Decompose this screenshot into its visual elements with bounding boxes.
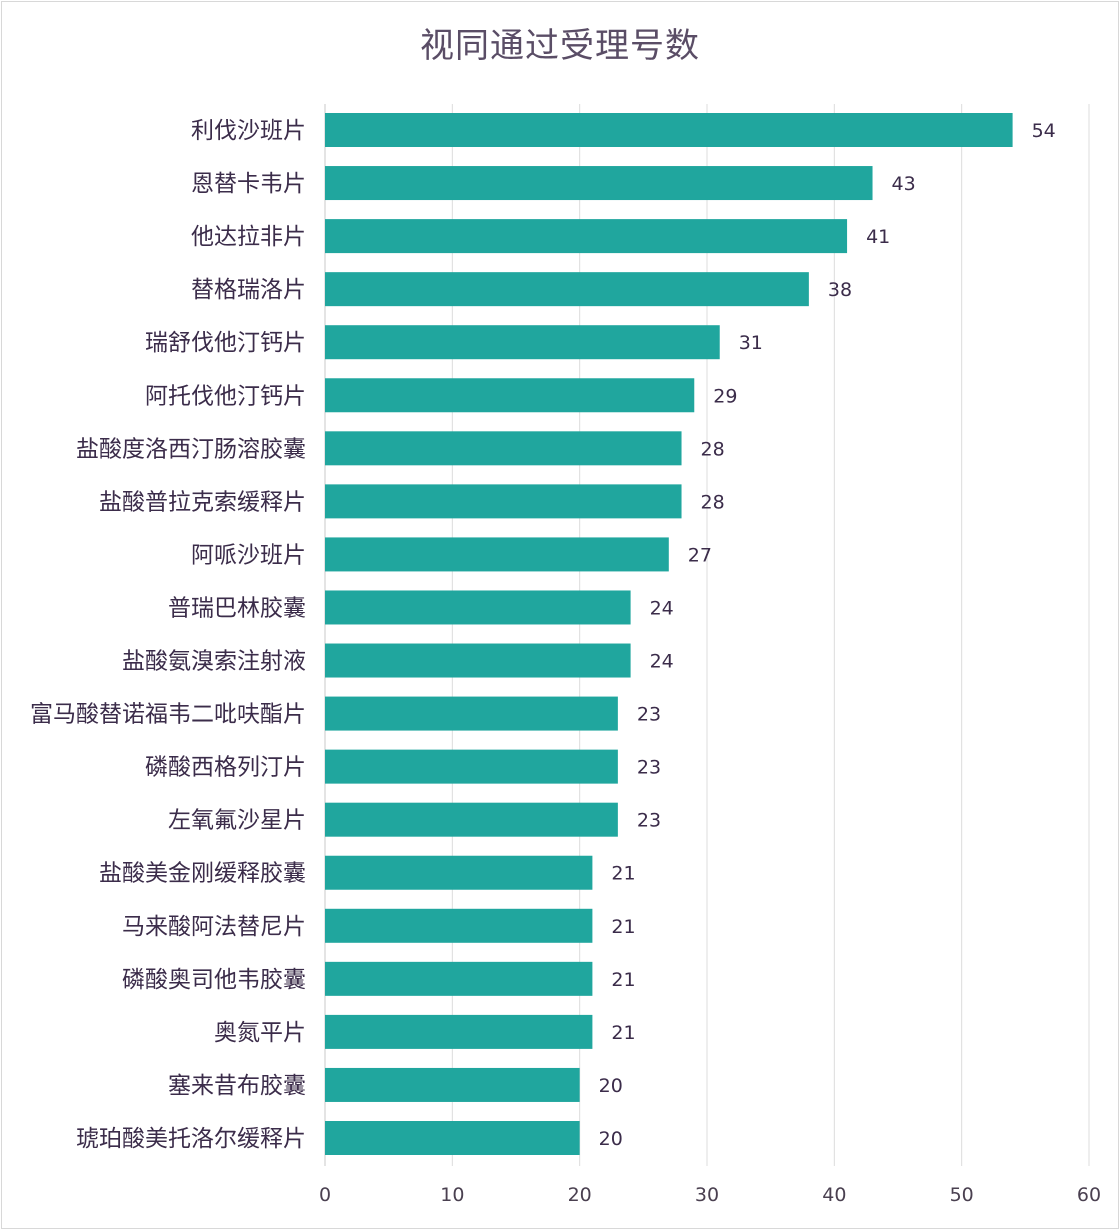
data-label: 41 (866, 226, 890, 248)
category-label: 他达拉非片 (191, 224, 306, 250)
data-label: 23 (637, 757, 661, 779)
bar (325, 802, 618, 837)
bar (325, 1014, 593, 1049)
data-label: 54 (1032, 120, 1056, 142)
data-label: 24 (650, 597, 674, 619)
bar (325, 431, 682, 466)
bar (325, 1121, 580, 1155)
bar (325, 113, 1013, 147)
category-label: 阿哌沙班片 (191, 542, 306, 568)
category-label: 盐酸氨溴索注射液 (122, 649, 306, 675)
data-label: 21 (611, 916, 635, 938)
data-label: 29 (713, 385, 737, 407)
data-label: 31 (739, 332, 763, 354)
category-label: 奥氮平片 (214, 1020, 306, 1046)
data-label: 43 (892, 173, 916, 195)
category-label: 普瑞巴林胶囊 (168, 595, 306, 621)
data-label: 23 (637, 810, 661, 832)
bar (325, 908, 593, 943)
bar (325, 378, 695, 413)
bar (325, 590, 631, 625)
category-label: 盐酸普拉克索缓释片 (99, 489, 306, 515)
category-label: 盐酸度洛西汀肠溶胶囊 (76, 436, 306, 462)
bar (325, 219, 848, 254)
data-label: 23 (637, 704, 661, 726)
x-tick-label: 60 (1077, 1184, 1101, 1206)
x-tick-label: 40 (822, 1184, 846, 1206)
x-tick-label: 10 (440, 1184, 464, 1206)
data-label: 21 (611, 1022, 635, 1044)
bar (325, 749, 618, 784)
bar (325, 643, 631, 678)
bar (325, 855, 593, 890)
category-label: 马来酸阿法替尼片 (122, 914, 306, 940)
data-label: 38 (828, 279, 852, 301)
category-label: 阿托伐他汀钙片 (145, 383, 306, 409)
category-label: 富马酸替诺福韦二吡呋酯片 (30, 702, 306, 728)
data-label: 27 (688, 544, 712, 566)
data-label: 21 (611, 969, 635, 991)
data-label: 28 (701, 491, 725, 513)
data-label: 21 (611, 863, 635, 885)
bar (325, 537, 669, 572)
bar (325, 166, 873, 201)
category-label: 利伐沙班片 (191, 118, 306, 144)
chart-title: 视同通过受理号数 (420, 26, 700, 66)
category-label: 替格瑞洛片 (191, 277, 306, 303)
bar (325, 1067, 580, 1102)
category-label: 盐酸美金刚缓释胶囊 (99, 861, 306, 887)
data-label: 20 (599, 1128, 623, 1150)
category-label: 左氧氟沙星片 (168, 808, 306, 834)
category-label: 琥珀酸美托洛尔缓释片 (76, 1126, 306, 1152)
x-tick-label: 50 (950, 1184, 974, 1206)
x-tick-label: 0 (319, 1184, 331, 1206)
bar (325, 325, 720, 360)
category-label: 瑞舒伐他汀钙片 (145, 330, 306, 356)
bar (325, 484, 682, 519)
data-label: 20 (599, 1075, 623, 1097)
category-label: 磷酸奥司他韦胶囊 (122, 967, 306, 993)
category-label: 磷酸西格列汀片 (145, 755, 306, 781)
data-label: 28 (701, 438, 725, 460)
x-tick-label: 30 (695, 1184, 719, 1206)
bar (325, 961, 593, 996)
bar (325, 696, 618, 731)
data-label: 24 (650, 651, 674, 673)
category-label: 塞来昔布胶囊 (168, 1073, 306, 1099)
category-label: 恩替卡韦片 (191, 171, 306, 197)
bar (325, 272, 809, 307)
x-tick-label: 20 (568, 1184, 592, 1206)
